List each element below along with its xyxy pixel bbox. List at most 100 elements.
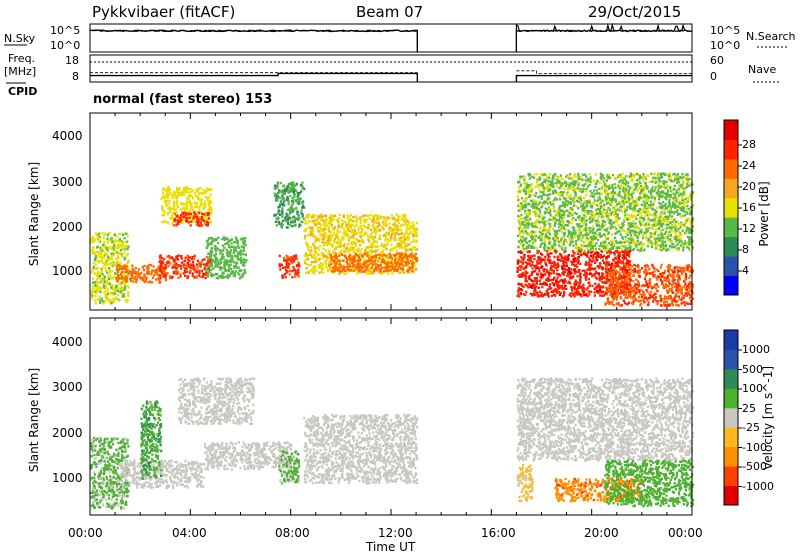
power-cell [198,272,201,275]
power-cell [373,236,376,239]
power-cell [175,262,178,265]
power-cell [328,236,331,239]
power-cell [214,265,217,268]
power-cell [372,238,375,241]
power-cell [242,246,246,249]
power-cell [589,231,592,234]
power-cell [146,270,149,273]
power-cell [105,258,108,261]
power-cell [295,207,298,210]
power-cell [243,240,246,243]
power-cell [684,197,687,201]
power-cell [530,246,533,250]
power-cell [399,253,402,256]
power-cell [106,233,109,237]
power-cell [415,221,419,225]
power-cell [189,269,192,273]
power-cell [320,224,323,227]
power-cell [350,249,353,252]
power-cell [342,259,345,262]
power-cell [233,265,236,268]
power-cell [349,226,352,229]
power-cell [385,237,388,240]
power-cell [300,220,303,224]
power-cell [105,259,108,263]
power-cell [651,242,654,245]
power-cell [107,256,110,259]
power-cell [672,192,675,195]
power-cell [298,191,301,195]
power-cell [209,255,212,258]
power-cell [279,268,282,271]
power-cell [196,259,199,263]
power-cell [181,202,184,205]
power-cell [286,197,290,200]
power-cell [624,183,627,186]
power-cell [351,223,354,227]
power-cell [175,263,178,266]
power-cell [564,223,567,227]
power-cell [307,271,310,274]
power-cell [126,234,129,237]
power-cell [243,264,246,267]
power-cell [91,294,94,297]
power-cell [117,287,120,290]
power-cell [199,187,202,190]
power-cell [548,176,551,180]
power-cell [341,270,344,273]
power-cell [627,243,630,247]
power-cell [121,279,124,282]
power-cell [100,269,103,273]
power-cell [111,257,114,260]
power-cell [218,262,221,265]
power-cell [333,251,336,254]
power-cell [146,265,149,268]
power-cell [122,294,125,298]
power-cell [348,268,351,272]
power-cell [162,275,165,278]
power-cell [343,272,346,275]
power-cell [396,224,399,227]
power-cell [159,267,162,270]
power-cell [600,206,603,209]
power-cell [180,261,183,264]
power-cell [352,220,355,223]
power-cell [198,263,201,267]
power-cell [106,295,109,298]
power-cell [607,231,610,234]
power-cell [124,299,127,302]
power-cell [318,271,321,274]
power-cell [143,273,146,276]
power-cell [109,257,112,260]
power-cell [175,224,178,227]
power-cell [92,240,95,244]
power-cell [394,261,397,264]
power-cell [330,224,333,227]
power-cell [236,262,239,265]
power-cell [683,188,686,192]
power-cell [355,218,358,221]
power-cell [311,230,314,233]
power-cell [92,265,95,268]
power-cell [397,221,400,224]
power-cell [387,233,390,236]
power-cell [326,224,329,228]
power-cell [168,202,171,205]
power-cell [628,186,631,189]
power-cell [133,277,136,281]
power-cell [564,205,567,208]
power-cell [536,172,539,176]
power-cell [240,269,243,272]
power-cell [283,258,286,262]
power-cell [235,249,238,252]
power-cell [537,196,540,199]
power-cell [415,268,418,271]
power-cell [97,250,101,254]
power-cell [179,191,182,194]
power-cell [97,273,100,276]
power-cell [208,260,211,263]
power-cell [171,193,174,197]
power-cell [172,190,175,194]
power-cell [631,196,634,199]
power-cell [103,232,106,236]
